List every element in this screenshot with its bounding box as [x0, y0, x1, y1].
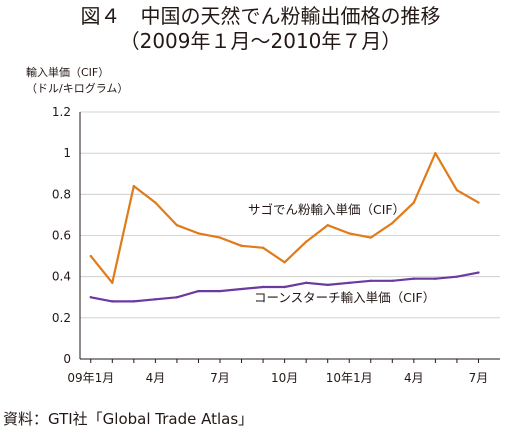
- y-tick-label: 1.2: [52, 105, 71, 119]
- data-point: [477, 271, 480, 274]
- data-point: [261, 246, 265, 250]
- x-tick-label: 7月: [210, 371, 230, 385]
- y-tick-label: 0.8: [52, 187, 71, 201]
- data-point: [434, 277, 437, 280]
- x-tick-label: 4月: [146, 371, 166, 385]
- chart-title-line2: （2009年１月〜2010年７月）: [119, 29, 402, 53]
- y-tick-label: 0: [63, 352, 71, 366]
- data-point: [218, 236, 222, 239]
- x-tick-label: 10月: [271, 371, 298, 385]
- data-point: [348, 281, 351, 285]
- data-point: [348, 232, 351, 235]
- data-point: [132, 184, 136, 188]
- data-point: [412, 277, 416, 280]
- y-tick-label: 0.4: [52, 270, 71, 284]
- x-tick-label: 7月: [469, 371, 489, 385]
- data-point: [283, 261, 286, 264]
- chart-title-line1: 図４ 中国の天然でん粉輸出価格の推移: [80, 4, 441, 28]
- data-point: [132, 300, 136, 303]
- data-point: [369, 236, 372, 239]
- source-note: 資料：GTI社「Global Trade Atlas」: [3, 410, 254, 428]
- data-point: [240, 244, 243, 247]
- data-point: [391, 221, 394, 225]
- series-label-2: コーンスターチ輸入単価（CIF）: [254, 290, 435, 305]
- y-axis-label-line1: 輸入単価（CIF）: [26, 66, 110, 79]
- data-point: [154, 298, 157, 301]
- data-point: [111, 281, 114, 285]
- data-point: [326, 224, 329, 227]
- data-point: [434, 151, 437, 155]
- series-label-1: サゴでん粉輸入単価（CIF）: [248, 202, 405, 217]
- x-tick-label: 10年1月: [326, 371, 373, 385]
- data-point: [154, 201, 157, 204]
- y-tick-label: 0.6: [52, 229, 71, 243]
- data-point: [261, 285, 265, 289]
- data-point: [89, 254, 92, 258]
- data-point: [89, 296, 92, 299]
- data-point: [477, 201, 480, 204]
- data-point: [369, 279, 372, 282]
- x-tick-label: 09年1月: [67, 371, 114, 385]
- data-point: [218, 289, 222, 293]
- data-point: [412, 201, 416, 204]
- data-point: [455, 189, 459, 192]
- data-point: [283, 285, 286, 289]
- data-point: [304, 240, 308, 243]
- data-point: [175, 224, 179, 227]
- y-axis-label-line2: （ドル/キログラム）: [26, 82, 129, 95]
- data-point: [197, 232, 200, 235]
- data-point: [175, 296, 179, 299]
- data-point: [391, 279, 394, 282]
- data-point: [240, 287, 243, 291]
- data-point: [455, 275, 459, 278]
- x-tick-label: 4月: [404, 371, 424, 385]
- data-point: [326, 283, 329, 287]
- data-point: [197, 289, 200, 293]
- data-point: [304, 281, 308, 285]
- y-tick-label: 0.2: [52, 311, 71, 325]
- line-chart: 0 0.2 0.4 0.6 0.8 1 1.2 09年1月 4月 7月 10月 10年1月 4月 7月 サゴ…: [52, 105, 500, 385]
- data-point: [111, 300, 114, 303]
- y-tick-label: 1: [63, 146, 71, 160]
